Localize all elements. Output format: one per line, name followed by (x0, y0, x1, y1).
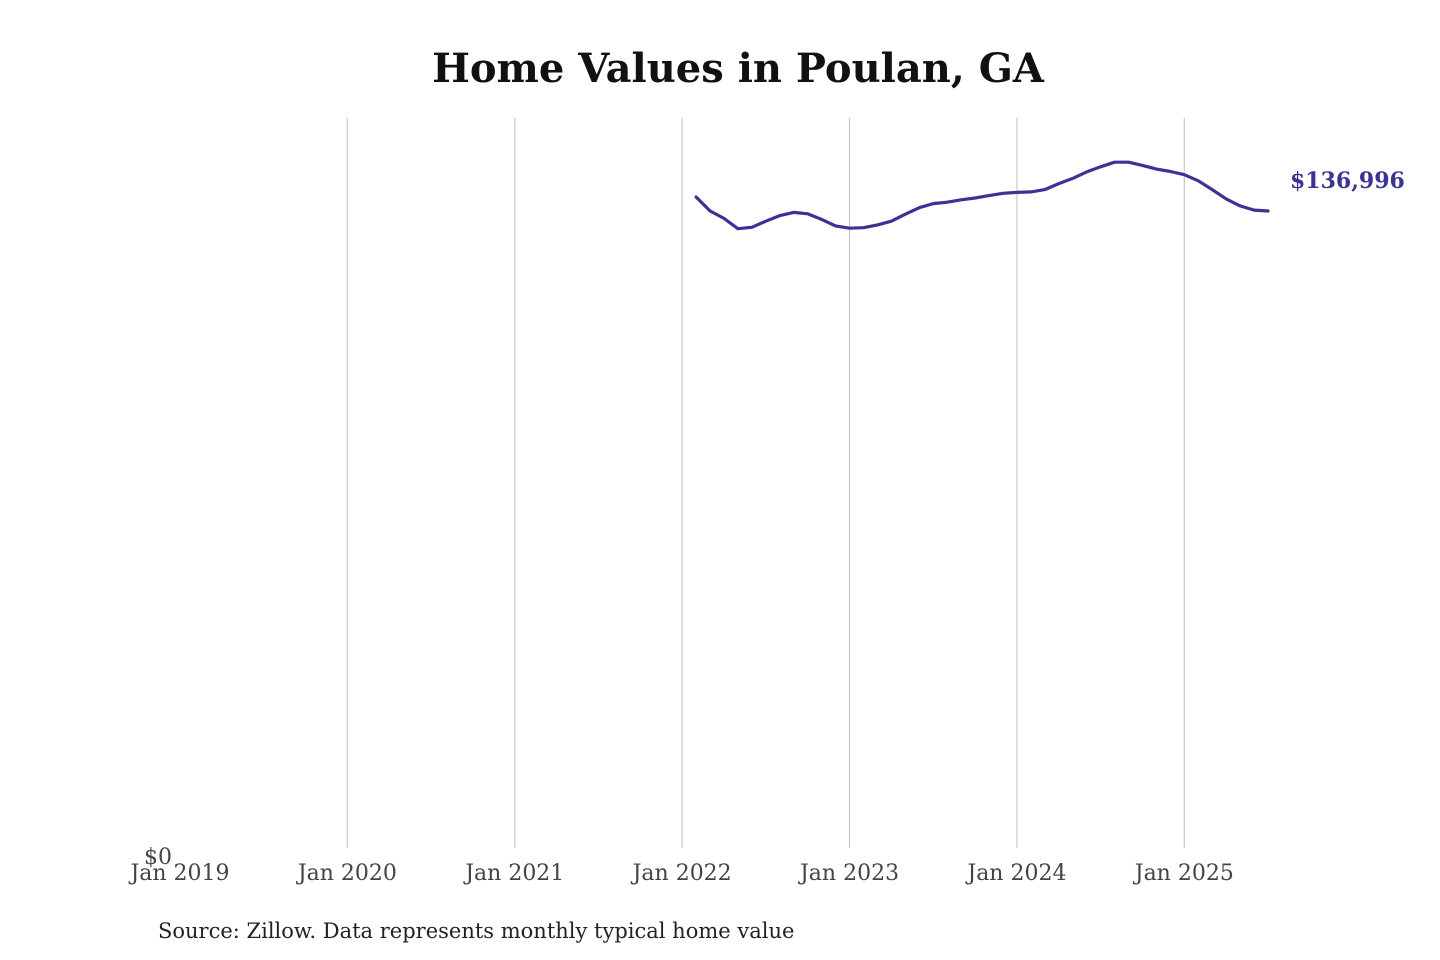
x-tick-label: Jan 2020 (296, 861, 397, 886)
x-tick-label: Jan 2021 (463, 861, 564, 886)
y-tick-label: $0 (144, 845, 172, 870)
x-tick-label: Jan 2025 (1133, 861, 1234, 886)
source-note: Source: Zillow. Data represents monthly … (158, 919, 794, 943)
series-line (694, 160, 1270, 231)
x-tick-label: Jan 2024 (965, 861, 1066, 886)
chart-title: Home Values in Poulan, GA (432, 45, 1045, 92)
x-tick-label: Jan 2023 (798, 861, 899, 886)
x-axis-ticks: Jan 2019 Jan 2020 Jan 2021 Jan 2022 Jan 2023… (128, 861, 1233, 886)
gridlines (346, 118, 1185, 848)
x-tick-label: Jan 2019 (128, 861, 229, 886)
x-tick-label: Jan 2022 (631, 861, 732, 886)
end-value-label: $136,996 (1290, 168, 1405, 194)
